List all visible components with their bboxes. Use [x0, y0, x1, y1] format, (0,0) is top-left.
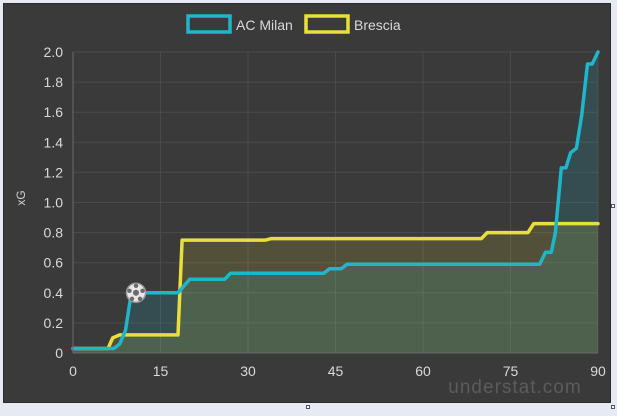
y-tick-label: 1.0 — [44, 195, 64, 211]
legend-item-brescia[interactable]: Brescia — [304, 14, 401, 34]
resize-handle-bottom[interactable] — [306, 405, 310, 409]
axes: 0 0.2 0.4 0.6 0.8 1.0 1.2 1.4 1.6 1.8 2.0 0 15 30 45 60… — [44, 44, 606, 379]
brescia-line — [71, 221, 600, 351]
y-tick-label: 1.6 — [44, 104, 64, 120]
watermark-text: understat.com — [448, 377, 581, 398]
x-tick-label: 75 — [503, 363, 519, 379]
series-fills — [73, 52, 598, 353]
y-tick-label: 1.2 — [44, 164, 64, 180]
goal-ball-icon — [125, 282, 147, 304]
legend-swatch-brescia — [304, 14, 350, 34]
y-tick-label: 0.2 — [44, 315, 64, 331]
y-axis-label: xG — [14, 190, 28, 205]
brescia-area — [73, 223, 598, 353]
legend-label-ac-milan: AC Milan — [236, 17, 293, 33]
y-tick-label: 1.8 — [44, 74, 64, 90]
legend-item-ac-milan[interactable]: AC Milan — [186, 14, 293, 34]
x-tick-label: 90 — [590, 363, 606, 379]
legend-swatch-ac-milan — [186, 14, 232, 34]
ac-milan-area — [73, 52, 598, 353]
y-tick-label: 0.8 — [44, 225, 64, 241]
annotations — [125, 282, 147, 304]
x-tick-label: 30 — [240, 363, 256, 379]
x-tick-label: 60 — [415, 363, 431, 379]
legend-label-brescia: Brescia — [354, 17, 401, 33]
y-tick-label: 0.6 — [44, 255, 64, 271]
legend[interactable]: AC Milan Brescia — [186, 14, 401, 34]
resize-handle-right[interactable] — [611, 204, 615, 208]
y-tick-label: 0 — [55, 345, 63, 361]
x-tick-label: 0 — [69, 363, 77, 379]
resize-handle-corner[interactable] — [611, 405, 615, 409]
x-tick-label: 45 — [328, 363, 344, 379]
x-tick-label: 15 — [153, 363, 169, 379]
y-tick-label: 2.0 — [44, 44, 64, 60]
y-tick-label: 1.4 — [44, 134, 64, 150]
y-tick-label: 0.4 — [44, 285, 64, 301]
